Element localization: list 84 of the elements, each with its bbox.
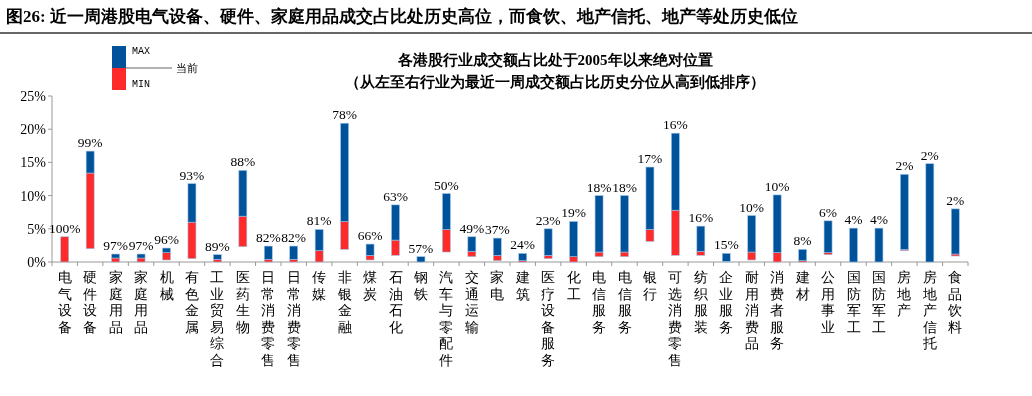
x-tick-label: 电气设备 [57,270,72,335]
x-tick-label: 机械 [159,270,174,302]
text: （从左至右行业为最近一周成交额占比历史分位从高到低排序） [345,73,765,90]
annotation: 23% [535,212,561,228]
annotation: 24% [510,237,536,253]
annotation: 78% [332,107,357,123]
text: 当前 [176,62,198,74]
x-tick-label: 家电 [490,270,505,302]
y-tick-label: 5% [27,221,47,237]
x-tick-label: 医药生物 [235,270,250,335]
annotation: 97% [103,238,128,254]
x-tick-label: 可选消费零售 [668,270,683,368]
x-tick-label: 房地产信托 [921,270,937,351]
x-tick-label: 企业服务 [719,270,734,335]
annotation: 2% [946,192,965,208]
x-tick-label: 电信服务 [617,270,632,335]
x-tick-label: 汽车与零配件 [439,270,454,368]
x-tick-label: 国防军工 [871,270,886,335]
annotation: 4% [844,212,863,228]
x-tick-label: 非银金融 [336,270,352,335]
annotation: 100% [48,220,81,236]
x-tick-label: 银行 [641,270,657,302]
annotation: 6% [819,204,838,220]
y-tick-label: 25% [20,89,47,104]
legend-label: MIN [132,79,151,90]
annotation: 66% [357,228,383,244]
annotation: 50% [434,177,459,193]
x-tick-label: 建材 [794,270,810,302]
x-tick-label: 石油石化 [388,270,403,335]
x-tick-label: 国防军工 [846,270,861,335]
x-tick-label: 家庭用品 [134,270,149,335]
x-tick-label: 食品饮料 [947,270,963,335]
x-tick-label: 房地产 [896,270,912,318]
annotation: 10% [764,178,790,194]
annotation: 10% [739,199,765,215]
annotation: 99% [77,135,103,151]
annotation: 82% [255,230,281,246]
annotation: 8% [793,233,812,249]
x-tick-label: 消费者服务 [770,270,785,351]
annotation: 17% [637,151,663,167]
x-tick-label: 钢铁 [412,270,428,302]
legend-label: MAX [132,46,151,57]
x-tick-label: 纺织服装 [693,270,708,335]
annotation: 19% [561,205,586,221]
annotation: 97% [128,238,154,254]
x-tick-label: 家庭用品 [108,270,123,335]
x-tick-label: 交通运输 [464,270,479,335]
annotation: 81% [306,213,332,229]
annotation: 16% [663,117,688,133]
annotation: 89% [205,238,230,254]
annotation: 18% [612,179,637,195]
x-tick-label: 电信服务 [592,270,607,335]
x-tick-label: 有色金属 [184,270,199,335]
x-tick-label: 公用事业 [821,270,836,335]
annotation: 63% [383,188,408,204]
x-tick-label: 传媒 [312,270,327,302]
annotation: 57% [408,240,434,256]
annotation: 4% [869,212,888,228]
annotation: 93% [179,167,205,183]
x-tick-label: 化工 [566,270,581,302]
x-tick-label: 日常消费零售 [286,270,301,368]
y-tick-label: 20% [20,122,47,138]
annotation: 2% [920,147,939,163]
y-tick-label: 10% [20,188,47,204]
annotation: 88% [230,154,256,170]
x-tick-label: 耐用消费品 [744,270,759,351]
annotation: 37% [484,222,510,238]
chart-title: 图26: 近一周港股电气设备、硬件、家庭用品成交占比处历史高位，而食饮、地产信托、地产等处历史低位 [6,7,798,26]
annotation: 18% [586,179,612,195]
x-tick-label: 日常消费零售 [261,270,276,368]
x-tick-label: 建筑 [514,270,530,302]
annotation: 82% [281,230,307,246]
x-tick-label: 煤炭 [363,270,378,302]
x-tick-label: 硬件设备 [83,270,98,335]
y-tick-label: 0% [27,255,47,270]
chart-subtitle: 各港股行业成交额占比处于2005年以来绝对位置 [396,51,713,68]
annotation: 49% [459,220,485,236]
annotation: 15% [713,237,739,253]
annotation: 16% [688,210,714,226]
x-tick-label: 工业贸易综合 [210,270,225,368]
annotation: 2% [895,158,914,174]
annotation: 96% [154,232,179,248]
x-tick-label: 医疗设备服务 [541,270,556,368]
y-tick-label: 15% [20,155,47,171]
